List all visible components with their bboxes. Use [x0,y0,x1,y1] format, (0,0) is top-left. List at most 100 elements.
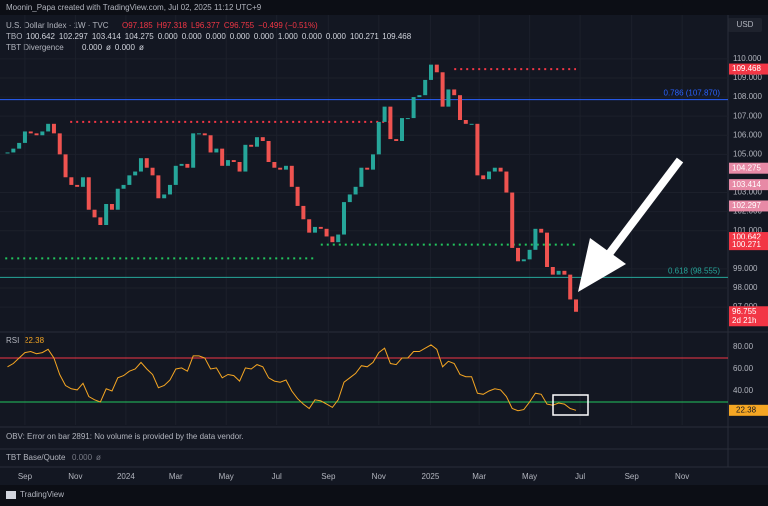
candle [318,226,323,229]
candle [22,131,27,143]
x-tick-label: Sep [321,472,336,481]
x-tick-label: Nov [372,472,386,481]
legend-row: 0.000 ø 0.000 ø [82,43,144,52]
price-tag-label: 100.271 [732,240,761,249]
y-tick-label: 107.000 [733,111,762,120]
currency-box[interactable] [728,18,762,32]
ohlc-value: O97.185 [122,21,153,30]
candle [167,184,172,195]
candle [278,167,283,170]
price-tag [729,162,768,174]
candle [75,184,80,187]
ohlc-value: −0.499 (−0.51%) [258,21,318,30]
price-tag-label: 100.642 [732,233,761,242]
candle [498,167,503,172]
candle [191,133,196,168]
candle [98,217,103,225]
price-tag [729,63,768,75]
candle [266,141,271,162]
candle [34,133,39,136]
x-tick-label: Nov [675,472,689,481]
y-tick-label: 108.000 [733,92,762,101]
candle [562,270,567,275]
tbt-divergence: TBT Divergence [6,43,64,52]
x-tick-label: Nov [68,472,82,481]
candle [405,118,410,120]
y-tick-label: 103.000 [733,188,762,197]
legend-value: 0.000 [182,32,203,41]
candle [341,202,346,235]
candle [394,139,399,141]
x-tick-label: May [522,472,537,481]
x-tick-label: Mar [472,472,486,481]
candle [452,89,457,96]
credit: Moonin_Papa created with TradingView.com… [6,3,262,12]
legend: U.S. Dollar Index · 1W · TVC TBO TBT Div… [6,21,244,462]
legend-value: 0.000 [158,32,179,41]
currency[interactable]: USD [737,20,754,29]
symbol: U.S. Dollar Index · 1W · TVC [6,21,109,30]
arrow-head [578,238,626,292]
legend-value: 0.000 [115,43,136,52]
candle [243,144,248,172]
candle [446,89,451,107]
candle [307,219,312,233]
x-tick-label: Jul [575,472,585,481]
candle [533,228,538,250]
candle [347,194,352,203]
candle [260,137,265,141]
legend-value: 0.000 [72,453,93,462]
candle [423,79,428,96]
rsi-tag [729,404,768,416]
legend-value: 0.000 [206,32,227,41]
candle [69,177,74,185]
candle [80,177,85,187]
bottom-bar [0,485,768,506]
candle [382,106,387,122]
candle [40,131,45,136]
legend-value: 100.642 [26,32,55,41]
candle [225,160,230,166]
candle [46,123,51,132]
candle [231,160,236,162]
candle [312,226,317,233]
candle [121,184,126,189]
x-tick-label: May [219,472,234,481]
candle [550,267,555,275]
candle [220,148,225,166]
price-tag [729,306,768,327]
candle [556,270,561,275]
candle [57,133,62,155]
y-tick-label: 105.000 [733,149,762,158]
candle [127,175,132,185]
price-tag [729,239,768,251]
tbo-name: TBO [6,32,22,41]
candle [411,97,416,119]
price-tag [729,200,768,212]
rsi-value: 22.38 [24,336,45,345]
candle [330,236,335,243]
y-tick-label: 40.00 [733,386,754,395]
legend-value: 109.468 [382,32,411,41]
candle [156,175,161,199]
ohlc-value: C96.755 [224,21,255,30]
rsi-line [7,344,577,412]
tbt-base: TBT Base/Quote [6,453,66,462]
candle [539,228,544,233]
legend-value: 0.000 [326,32,347,41]
legend-row: 0.000 ø [72,453,101,462]
candle [428,64,433,80]
candle [510,192,515,248]
plot [0,15,728,425]
x-tick-label: Sep [18,472,33,481]
price-tag [729,179,768,191]
legend-value: 0.000 [302,32,323,41]
candle [63,154,68,178]
candle [208,135,213,153]
candle [202,133,207,136]
candle [51,123,56,134]
price-tag-label: 103.414 [732,180,761,189]
candle [568,274,573,300]
candle [353,186,358,195]
fib-label: 0.786 (107.870) [664,89,721,98]
